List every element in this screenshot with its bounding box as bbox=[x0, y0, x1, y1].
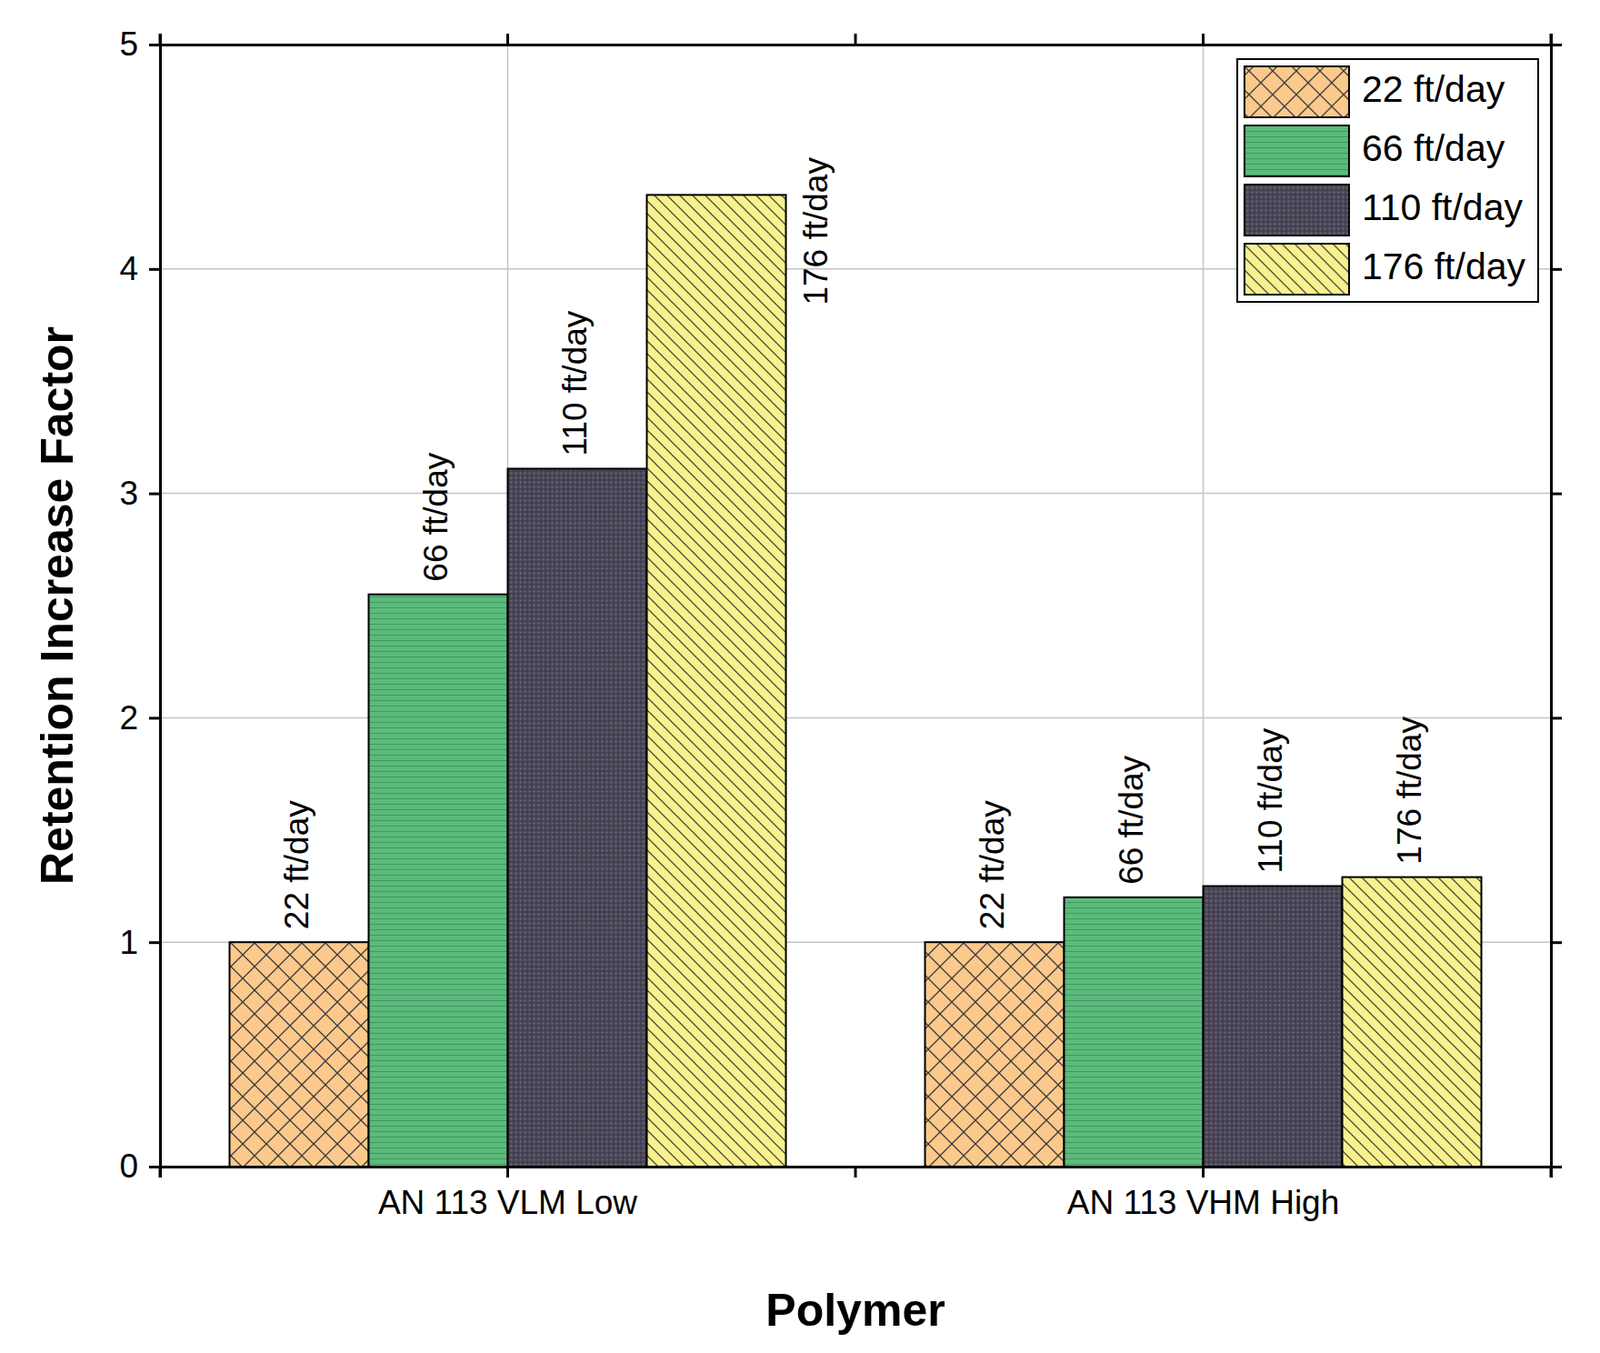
axis-line bbox=[160, 1167, 1552, 1179]
tick-mark bbox=[1550, 492, 1562, 496]
y-axis-mirror bbox=[1550, 45, 1562, 1168]
axis-line bbox=[149, 45, 161, 1168]
tick bbox=[507, 33, 509, 45]
tick-label: AN 113 VLM Low bbox=[378, 1183, 638, 1221]
legend-swatch bbox=[1244, 184, 1350, 236]
bar bbox=[508, 468, 648, 1167]
tick-mark bbox=[149, 43, 160, 47]
chart: 22 ft/day 22 ft/day 66 ft/day 66 ft/day 110 … bbox=[0, 0, 1600, 1353]
legend: 22 ft/day 66 ft/day 110 ft/day 176 ft/day bbox=[1237, 59, 1539, 302]
tick-mark bbox=[149, 716, 160, 720]
legend-label: 176 ft/day bbox=[1361, 245, 1527, 288]
x-axis-mirror bbox=[160, 33, 1552, 46]
tick: 4 bbox=[119, 250, 160, 288]
bar bbox=[1064, 897, 1204, 1167]
group-boundary-ticks bbox=[160, 33, 1551, 1178]
tick bbox=[1202, 33, 1204, 45]
bar-label: 66 ft/day bbox=[1112, 754, 1150, 884]
legend-swatch bbox=[1244, 66, 1350, 118]
bar-label: 66 ft/day bbox=[417, 451, 455, 581]
legend-swatch bbox=[1244, 243, 1350, 295]
bars bbox=[230, 194, 1482, 1167]
tick-mark bbox=[506, 33, 510, 45]
tick-mark bbox=[1201, 1166, 1205, 1178]
legend-label: 110 ft/day bbox=[1361, 186, 1524, 229]
tick-label: 2 bbox=[119, 699, 139, 737]
tick-mark bbox=[1550, 33, 1553, 45]
bar-label: 110 ft/day bbox=[1251, 727, 1290, 873]
tick-mark bbox=[1550, 1166, 1553, 1178]
x-axis: AN 113 VLM Low AN 113 VHM High bbox=[160, 1166, 1552, 1221]
y-axis-title: Retention Increase Factor bbox=[31, 326, 83, 885]
grid-line bbox=[160, 492, 1551, 495]
tick: 0 bbox=[119, 1147, 160, 1185]
plot: 22 ft/day 22 ft/day 66 ft/day 66 ft/day 110 … bbox=[119, 25, 1562, 1221]
bar bbox=[230, 941, 370, 1167]
tick-label: 5 bbox=[119, 25, 139, 63]
bar-label: 176 ft/day bbox=[1390, 716, 1429, 865]
tick-mark bbox=[1550, 716, 1562, 720]
tick-mark bbox=[149, 492, 160, 496]
tick bbox=[1550, 941, 1562, 943]
bar-label: 110 ft/day bbox=[556, 310, 594, 456]
tick-label: 1 bbox=[119, 923, 139, 961]
axis-line bbox=[160, 33, 1552, 46]
tick-mark bbox=[854, 33, 858, 45]
tick-mark bbox=[1201, 33, 1205, 45]
legend-box bbox=[1237, 59, 1539, 302]
tick bbox=[1550, 717, 1562, 719]
tick: AN 113 VHM High bbox=[1067, 1166, 1340, 1221]
bar-label: 22 ft/day bbox=[973, 800, 1011, 930]
tick: 3 bbox=[119, 474, 160, 512]
legend-label: 22 ft/day bbox=[1361, 68, 1506, 110]
axis-line bbox=[1551, 45, 1563, 1168]
bar bbox=[925, 941, 1065, 1167]
tick-mark bbox=[149, 940, 160, 944]
bar-label: 22 ft/day bbox=[278, 800, 316, 930]
y-axis: 0 1 2 3 4 5 bbox=[119, 25, 160, 1185]
bar-labels: 22 ft/day 22 ft/day 66 ft/day 66 ft/day 110 … bbox=[278, 157, 1429, 930]
tick bbox=[1550, 269, 1562, 270]
bar bbox=[1203, 886, 1343, 1168]
x-axis-title: Polymer bbox=[765, 1284, 945, 1336]
tick-label: 4 bbox=[119, 250, 139, 288]
tick-mark bbox=[149, 268, 160, 271]
tick-mark bbox=[159, 33, 162, 45]
bar bbox=[369, 594, 509, 1167]
legend-label: 66 ft/day bbox=[1361, 127, 1506, 170]
tick: AN 113 VLM Low bbox=[378, 1166, 638, 1221]
tick-mark bbox=[149, 1165, 160, 1169]
tick: 1 bbox=[119, 923, 160, 961]
bar-label: 176 ft/day bbox=[797, 157, 835, 306]
tick: 5 bbox=[119, 25, 160, 63]
tick bbox=[1550, 493, 1562, 495]
tick: 2 bbox=[119, 699, 160, 737]
grid bbox=[160, 44, 1551, 1167]
tick-mark bbox=[506, 1166, 510, 1178]
tick-mark bbox=[854, 1166, 858, 1178]
tick-mark bbox=[1550, 268, 1562, 271]
tick-mark bbox=[1550, 940, 1562, 944]
tick-mark bbox=[159, 1166, 162, 1178]
bar bbox=[647, 194, 787, 1167]
bar bbox=[1342, 877, 1482, 1167]
tick-label: 0 bbox=[119, 1147, 139, 1185]
legend-swatch bbox=[1244, 125, 1350, 177]
tick-label: 3 bbox=[119, 474, 139, 512]
tick-label: AN 113 VHM High bbox=[1067, 1183, 1340, 1221]
